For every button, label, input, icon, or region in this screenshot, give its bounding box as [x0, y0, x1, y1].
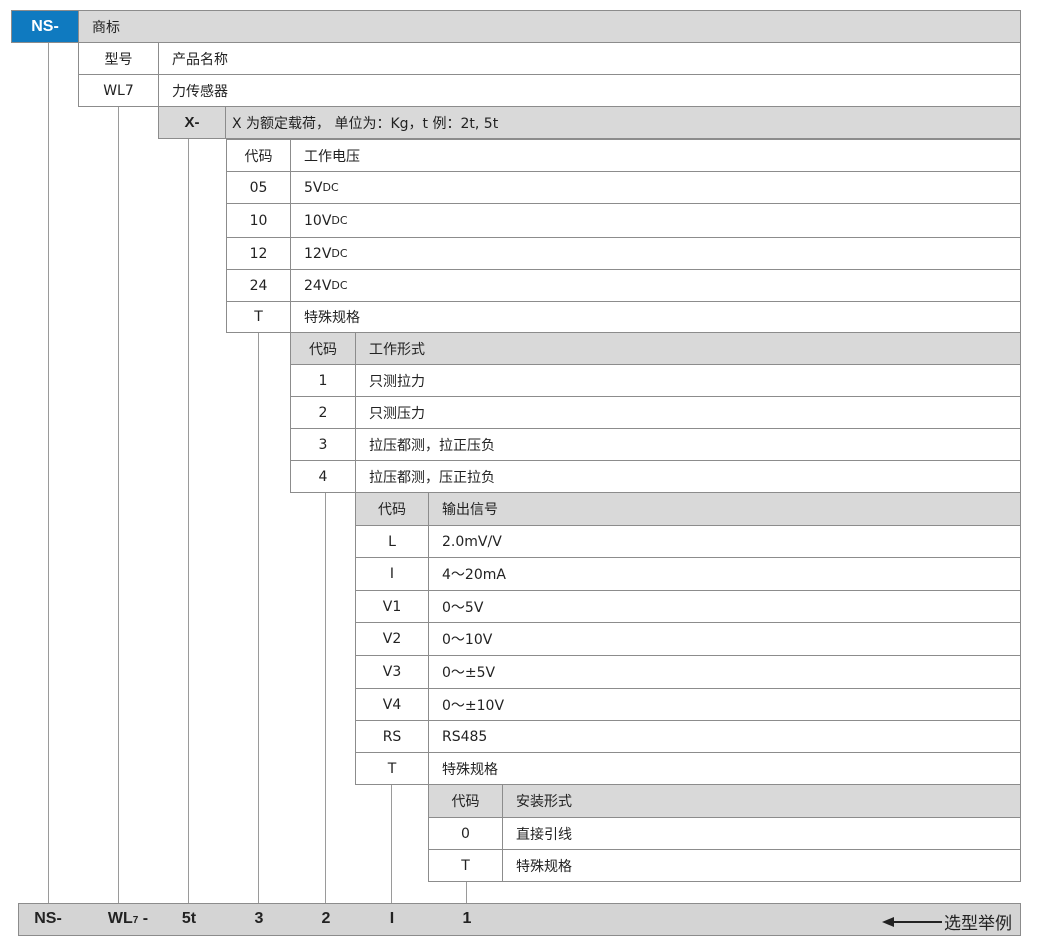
- output-row-desc: 0～10V: [428, 622, 1021, 656]
- output-row-code: L: [355, 525, 429, 558]
- row-desc-text: 10V: [304, 212, 332, 229]
- example-model: WL7 -: [108, 910, 148, 928]
- row-desc-text: 直接引线: [516, 826, 572, 843]
- mode-header-desc: 工作形式: [355, 332, 1021, 365]
- voltage-row-code: 10: [226, 203, 291, 238]
- voltage-row-code: 12: [226, 237, 291, 270]
- model-header-desc: 产品名称: [158, 42, 1021, 75]
- row-desc-text: 24V: [304, 277, 332, 294]
- model-desc: 力传感器: [158, 74, 1021, 107]
- install-row-desc: 直接引线: [502, 817, 1021, 850]
- output-row-code: V4: [355, 688, 429, 721]
- output-header-code: 代码: [355, 492, 429, 526]
- row-desc-text: 特殊规格: [442, 761, 498, 778]
- output-row-code: T: [355, 752, 429, 785]
- install-row-code: 0: [428, 817, 503, 850]
- row-desc-text: 拉压都测，压正拉负: [369, 469, 495, 486]
- voltage-row-desc: 5V DC: [290, 171, 1021, 204]
- model-header-code: 型号: [78, 42, 159, 75]
- voltage-row-desc: 特殊规格: [290, 301, 1021, 333]
- voltage-row-code: T: [226, 301, 291, 333]
- output-row-desc: RS485: [428, 720, 1021, 753]
- output-row-desc: 特殊规格: [428, 752, 1021, 785]
- row-desc-text: 0～±10V: [442, 697, 505, 714]
- load-code: X-: [158, 106, 226, 139]
- example-label: 选型举例: [944, 914, 1012, 934]
- example-install: 1: [462, 910, 472, 927]
- row-desc-text: 4～20mA: [442, 567, 506, 583]
- output-row-code: V2: [355, 622, 429, 656]
- connector-line: [391, 785, 392, 903]
- example-mode: 3: [254, 910, 264, 927]
- output-header-desc: 输出信号: [428, 492, 1021, 526]
- voltage-row-code: 05: [226, 171, 291, 204]
- unit-subscript: DC: [322, 181, 339, 194]
- row-desc-text: 2.0mV/V: [442, 533, 502, 550]
- row-desc-text: RS485: [442, 728, 488, 745]
- example-brand: NS-: [34, 910, 62, 927]
- connector-line: [325, 493, 326, 903]
- output-row-code: V3: [355, 655, 429, 689]
- mode-row-desc: 只测拉力: [355, 364, 1021, 397]
- brand-code: NS-: [11, 10, 79, 43]
- row-desc-text: 特殊规格: [516, 858, 572, 875]
- brand-label: 商标: [78, 10, 1021, 43]
- mode-row-code: 2: [290, 396, 356, 429]
- mode-row-code: 4: [290, 460, 356, 493]
- output-row-desc: 4～20mA: [428, 557, 1021, 591]
- row-desc-text: 5V: [304, 179, 323, 196]
- output-row-code: RS: [355, 720, 429, 753]
- example-model-sub: 7: [132, 915, 139, 926]
- load-desc: X 为额定载荷， 单位为：Kg，t 例：2t, 5t: [225, 106, 1021, 139]
- mode-header-code: 代码: [290, 332, 356, 365]
- mode-row-desc: 拉压都测，拉正压负: [355, 428, 1021, 461]
- voltage-header-desc: 工作电压: [290, 139, 1021, 172]
- connector-line: [118, 107, 119, 903]
- install-header-desc: 安装形式: [502, 784, 1021, 818]
- connector-line: [48, 43, 49, 903]
- voltage-row-code: 24: [226, 269, 291, 302]
- connector-line: [258, 333, 259, 903]
- row-desc-text: 拉压都测，拉正压负: [369, 437, 495, 454]
- model-code: WL7: [78, 74, 159, 107]
- row-desc-text: 0～10V: [442, 632, 493, 648]
- output-row-desc: 0～±10V: [428, 688, 1021, 721]
- install-row-desc: 特殊规格: [502, 849, 1021, 882]
- left-arrow-icon: [882, 916, 942, 927]
- unit-subscript: DC: [331, 214, 348, 227]
- selection-example-bar: NS- WL7 - 5t 3 2 I 1 选型举例: [18, 903, 1021, 936]
- output-row-code: I: [355, 557, 429, 591]
- example-dash: -: [138, 910, 149, 927]
- row-desc-text: 0～5V: [442, 599, 484, 616]
- mode-row-desc: 拉压都测，压正拉负: [355, 460, 1021, 493]
- unit-subscript: DC: [331, 247, 348, 260]
- output-row-desc: 0～5V: [428, 590, 1021, 623]
- connector-line: [188, 139, 189, 903]
- output-row-code: V1: [355, 590, 429, 623]
- row-desc-text: 只测拉力: [369, 373, 425, 390]
- example-model-name: WL: [107, 910, 133, 927]
- output-row-desc: 0～±5V: [428, 655, 1021, 689]
- mode-row-code: 3: [290, 428, 356, 461]
- output-row-desc: 2.0mV/V: [428, 525, 1021, 558]
- row-desc-text: 只测压力: [369, 405, 425, 422]
- voltage-row-desc: 12V DC: [290, 237, 1021, 270]
- example-output: I: [389, 910, 395, 927]
- connector-line: [466, 882, 467, 903]
- row-desc-text: 12V: [304, 245, 332, 262]
- row-desc-text: 0～±5V: [442, 665, 496, 681]
- voltage-header-code: 代码: [226, 139, 291, 172]
- unit-subscript: DC: [331, 279, 348, 292]
- example-load: 5t: [181, 910, 197, 927]
- mode-row-code: 1: [290, 364, 356, 397]
- example-voltage: 2: [321, 910, 331, 927]
- install-header-code: 代码: [428, 784, 503, 818]
- voltage-row-desc: 10V DC: [290, 203, 1021, 238]
- mode-row-desc: 只测压力: [355, 396, 1021, 429]
- row-desc-text: 特殊规格: [304, 310, 360, 326]
- example-label-group: 选型举例: [882, 909, 1012, 934]
- voltage-row-desc: 24V DC: [290, 269, 1021, 302]
- install-row-code: T: [428, 849, 503, 882]
